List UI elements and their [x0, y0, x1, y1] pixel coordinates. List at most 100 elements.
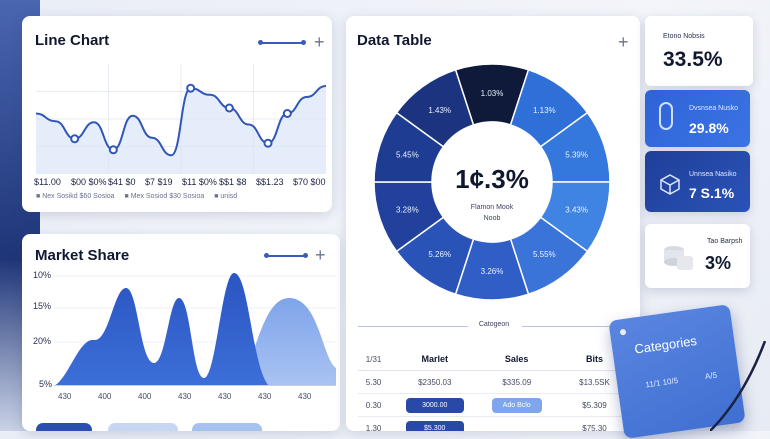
x-tick-label: $41 $0 [108, 177, 136, 187]
line-series [36, 85, 326, 157]
donut-chart: 1.03% 1.13% 5.39% 3.43% 5.55% 3.26% 5.26% 3.28%… [373, 63, 611, 301]
x-tick-label: 430 [258, 392, 272, 401]
add-icon[interactable]: + [315, 245, 326, 265]
table-cell: 0.30 [358, 393, 390, 417]
legend-item: unisd [220, 193, 238, 200]
kpi-card[interactable]: Tao Barpsh 3% [645, 224, 750, 288]
add-icon[interactable]: + [618, 32, 629, 52]
line-chart-x-labels: $11.00 $00 $0% $41 $0 $7 $19 $11 $0% $$1 $8 $$… [34, 177, 332, 189]
donut-segment-label: 3.26% [481, 267, 504, 276]
donut-segment-label: 5.39% [565, 150, 588, 159]
table-cell: $75.30 [553, 416, 636, 431]
table-row[interactable]: 1.30 $5.300 $75.30 [358, 416, 636, 431]
data-point [186, 83, 196, 93]
area-series-secondary [234, 298, 336, 386]
line-chart-card: Line Chart + $11.00 $00 $0% $41 $0 $7 $19 $1… [22, 16, 332, 212]
filter-pill[interactable] [36, 423, 92, 431]
kpi-label: Unnsea Nasiko [689, 171, 737, 178]
market-share-area-chart [54, 273, 336, 386]
x-tick-label: 430 [298, 392, 312, 401]
kpi-card[interactable]: Unnsea Nasiko 7 S.1% [645, 151, 750, 212]
tag-hole [619, 328, 627, 336]
donut-segment-label: 5.26% [428, 250, 451, 259]
x-tick-label: $11 $0% [182, 177, 217, 187]
x-tick-label: $11.00 [34, 177, 61, 187]
categories-title: Categories [633, 333, 698, 357]
market-share-card: Market Share + 10% 15% 20% 5% 430 400 400 4… [22, 234, 340, 431]
y-tick-label: 20% [33, 336, 52, 346]
table-cell [480, 416, 553, 431]
drag-handle[interactable] [258, 40, 306, 45]
column-header[interactable]: Marlet [389, 348, 481, 371]
data-point [70, 134, 80, 144]
donut-segment-label: 1.13% [533, 106, 556, 115]
section-divider-label: Catogeon [478, 321, 510, 328]
data-table-card: Data Table + 1.03% 1.13% 5.39% 3.43% 5.55% 3.… [346, 16, 640, 431]
kpi-label: Dvsnsea Nusko [689, 105, 739, 112]
table-pill[interactable]: 3000.00 [405, 397, 464, 413]
market-share-title: Market Share [35, 247, 130, 264]
number-icon [659, 102, 673, 130]
donut-segment-label: 5.55% [533, 250, 556, 259]
y-tick-label: 5% [39, 379, 53, 389]
column-header[interactable]: Sales [480, 348, 553, 371]
kpi-value: 7 S.1% [689, 185, 735, 201]
x-tick-label: 400 [98, 392, 112, 401]
table-pill[interactable]: $5.300 [405, 420, 464, 431]
donut-segment-label: 3.28% [396, 206, 419, 215]
kpi-value: 33.5% [663, 48, 723, 71]
donut-segment-label: 5.45% [396, 150, 419, 159]
donut-center-value: 1¢.3% [455, 164, 529, 194]
decorative-cord [710, 341, 767, 431]
categories-left-label: 11/1 10/5 [644, 375, 679, 390]
donut-hole [434, 124, 550, 240]
x-tick-label: $7 $19 [145, 177, 173, 187]
table-cell: 5.30 [358, 370, 390, 394]
donut-segment [395, 68, 475, 148]
x-tick-label: 430 [218, 392, 232, 401]
table-row[interactable]: 5.30 $2350.03 $335.09 $13.5SK [358, 370, 636, 394]
table-pill[interactable]: Ado Bclo [491, 397, 542, 413]
data-table: 1/31 Marlet Sales Bits 5.30 $2350.03 $33… [358, 348, 636, 431]
kpi-card[interactable]: Etono Nobsis 33.5% [645, 16, 753, 86]
column-header[interactable]: 1/31 [358, 348, 390, 371]
y-tick-label: 10% [33, 270, 52, 280]
data-point [224, 103, 234, 113]
x-tick-label: $$1 $8 [219, 177, 247, 187]
data-point [282, 109, 292, 118]
kpi-card[interactable]: Dvsnsea Nusko 29.8% [645, 90, 750, 147]
add-icon[interactable]: + [314, 32, 325, 52]
drag-handle[interactable] [264, 253, 308, 258]
line-area-fill [36, 86, 326, 174]
line-chart-plot [36, 64, 326, 174]
table-cell: 3000.00 [389, 393, 481, 417]
x-tick-label: 430 [178, 392, 192, 401]
x-tick-label: 400 [138, 392, 152, 401]
data-point [108, 145, 118, 155]
kpi-value: 3% [705, 253, 732, 273]
line-chart-legend: ■ Nex Sosikd $60 Sosioa ■ Mex Sosiod $30… [36, 193, 238, 200]
table-header-row: 1/31 Marlet Sales Bits [358, 348, 636, 371]
donut-segment-label: 1.43% [428, 106, 451, 115]
table-cell: $5.300 [389, 416, 481, 431]
table-cell: $2350.03 [389, 370, 481, 394]
table-row[interactable]: 0.30 3000.00 Ado Bclo $5.309 [358, 393, 636, 417]
table-cell: 1.30 [358, 416, 390, 431]
table-cell: Ado Bclo [480, 393, 553, 417]
line-chart-title: Line Chart [35, 32, 110, 49]
filter-pill[interactable] [192, 423, 262, 431]
y-tick-label: 15% [33, 301, 52, 311]
donut-center-sublabel: Noob [483, 215, 501, 222]
legend-item: Nex Sosikd $60 Sosioa [42, 193, 115, 200]
legend-item: Mex Sosiod $30 Sosioa [130, 193, 205, 200]
section-divider [358, 326, 468, 327]
kpi-value: 29.8% [689, 120, 729, 136]
section-divider [522, 326, 628, 327]
kpi-label: Etono Nobsis [663, 33, 705, 40]
area-series-primary [54, 273, 269, 386]
donut-center-label: Flamon Mook [470, 204, 514, 211]
x-tick-label: $70 $00 [293, 177, 326, 187]
donut-segment-label: 3.43% [565, 206, 588, 215]
coins-icon [664, 246, 693, 270]
filter-pill[interactable] [108, 423, 178, 431]
